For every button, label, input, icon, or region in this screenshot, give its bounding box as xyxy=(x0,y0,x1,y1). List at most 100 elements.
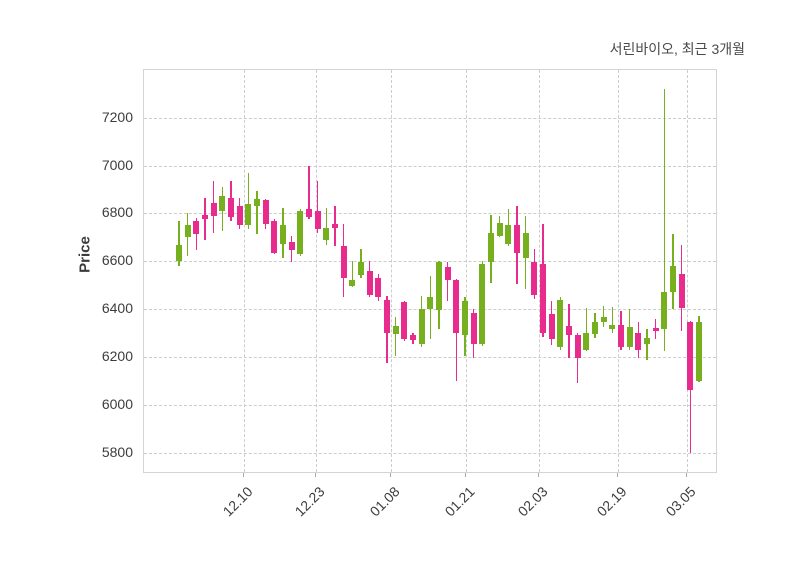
candle-body xyxy=(479,263,486,344)
x-gridline xyxy=(243,70,245,472)
x-tick-label: 01.21 xyxy=(441,483,478,520)
candle-body xyxy=(661,292,668,330)
candle-body xyxy=(600,317,607,323)
x-gridline xyxy=(618,70,620,472)
candle-body xyxy=(410,335,416,341)
candle-body xyxy=(193,220,200,234)
candle-body xyxy=(349,280,356,287)
candle-body xyxy=(496,223,503,237)
candle-body xyxy=(618,324,624,348)
candle-body xyxy=(462,300,468,336)
candle-body xyxy=(401,301,408,339)
candle-body xyxy=(531,262,538,295)
candle-body xyxy=(340,245,347,278)
y-tick-label: 5800 xyxy=(101,443,133,460)
candle-body xyxy=(583,333,590,350)
chart-title: 서린바이오, 최근 3개월 xyxy=(609,41,745,57)
candle-wick xyxy=(611,306,614,333)
candle-wick xyxy=(351,261,354,288)
y-tick-label: 7000 xyxy=(101,156,133,173)
x-tick-mark xyxy=(537,473,539,477)
candle-body xyxy=(505,225,512,245)
candle-body xyxy=(696,322,702,381)
candle-wick xyxy=(394,317,397,356)
y-gridline xyxy=(144,452,716,454)
candle-body xyxy=(488,232,494,263)
y-gridline xyxy=(144,404,716,406)
candle-wick xyxy=(308,165,310,220)
candle-body xyxy=(514,225,520,253)
x-tick-label: 02.19 xyxy=(593,483,630,520)
candle-body xyxy=(418,309,425,344)
candle-wick xyxy=(256,190,258,234)
candle-body xyxy=(254,199,260,207)
candle-body xyxy=(280,225,286,245)
candle-body xyxy=(366,270,373,295)
candle-wick xyxy=(325,207,328,245)
x-gridline xyxy=(390,70,392,472)
candle-body xyxy=(522,232,529,258)
candle-body xyxy=(184,225,191,238)
x-tick-label: 12.10 xyxy=(219,483,256,520)
candle-body xyxy=(670,266,676,293)
candle-body xyxy=(453,280,460,333)
candle-body xyxy=(210,202,217,216)
candle-body xyxy=(574,335,581,358)
candle-wick xyxy=(663,89,666,351)
candle-body xyxy=(323,227,330,240)
candle-body xyxy=(358,262,364,276)
candle-wick xyxy=(576,333,579,384)
candle-wick xyxy=(602,305,605,327)
y-tick-label: 6000 xyxy=(101,395,133,412)
candle-body xyxy=(540,263,546,333)
candle-body xyxy=(652,328,659,331)
candle-body xyxy=(176,244,182,262)
x-gridline xyxy=(538,70,540,472)
candle-body xyxy=(635,333,642,350)
candle-wick xyxy=(247,172,250,229)
candle-body xyxy=(314,211,321,229)
candle-body xyxy=(332,224,338,228)
candle-body xyxy=(297,211,304,254)
candle-body xyxy=(375,278,382,298)
candle-wick xyxy=(585,307,588,351)
x-tick-mark xyxy=(315,473,317,477)
x-tick-label: 02.03 xyxy=(514,483,551,520)
candle-body xyxy=(219,195,226,211)
y-gridline xyxy=(144,261,716,263)
x-tick-mark xyxy=(617,473,619,477)
candle-body xyxy=(427,297,434,310)
candle-body xyxy=(592,322,598,335)
y-gridline xyxy=(144,117,716,119)
candle-body xyxy=(609,324,616,330)
x-tick-label: 01.08 xyxy=(366,483,403,520)
plot-area xyxy=(143,69,717,473)
candle-body xyxy=(470,312,477,344)
y-gridline xyxy=(144,213,716,215)
candle-body xyxy=(444,267,451,281)
y-gridline xyxy=(144,165,716,167)
candle-body xyxy=(228,197,234,217)
x-tick-label: 03.05 xyxy=(662,483,699,520)
candle-body xyxy=(202,214,208,220)
candle-wick xyxy=(178,220,180,266)
candle-body xyxy=(262,200,269,225)
candle-body xyxy=(236,206,243,226)
y-tick-label: 6800 xyxy=(101,204,133,221)
candle-wick xyxy=(646,329,648,361)
x-gridline xyxy=(316,70,318,472)
candle-body xyxy=(557,299,564,348)
y-tick-label: 6200 xyxy=(101,347,133,364)
x-tick-mark xyxy=(686,473,687,477)
x-gridline xyxy=(466,70,467,472)
x-tick-label: 12.23 xyxy=(291,483,328,520)
candle-body xyxy=(436,262,442,311)
x-tick-mark xyxy=(389,473,391,477)
y-tick-label: 6400 xyxy=(101,300,133,317)
candle-body xyxy=(687,322,694,391)
candle-body xyxy=(245,203,252,226)
candle-body xyxy=(306,208,312,218)
x-gridline xyxy=(687,70,688,472)
candle-wick xyxy=(316,181,319,233)
